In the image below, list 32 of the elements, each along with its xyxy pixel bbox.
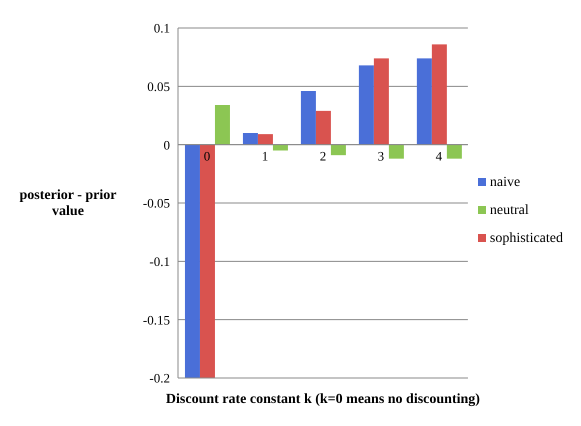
bar bbox=[416, 58, 432, 145]
bar bbox=[214, 105, 230, 145]
bar bbox=[272, 144, 288, 150]
legend-label: neutral bbox=[490, 202, 529, 218]
x-tick-label: 0 bbox=[204, 148, 210, 164]
bar bbox=[300, 91, 316, 145]
bar bbox=[388, 144, 404, 159]
y-tick-label: -0.15 bbox=[142, 312, 170, 328]
y-tick-label: 0.1 bbox=[154, 20, 170, 36]
bar bbox=[184, 144, 200, 378]
bar bbox=[316, 110, 331, 145]
x-tick-label: 2 bbox=[320, 148, 326, 164]
y-tick-label: 0 bbox=[164, 137, 170, 152]
y-tick-label: 0.05 bbox=[147, 78, 170, 94]
y-tick-label: -0.2 bbox=[149, 370, 170, 386]
x-tick-label: 3 bbox=[378, 148, 384, 164]
legend-label: sophisticated bbox=[490, 230, 563, 246]
y-tick-label: -0.05 bbox=[142, 196, 170, 211]
x-tick-label: 1 bbox=[262, 148, 268, 164]
x-tick-label: 4 bbox=[436, 148, 443, 164]
bar bbox=[358, 65, 374, 145]
bar bbox=[446, 144, 462, 159]
bar bbox=[330, 144, 346, 156]
bar bbox=[200, 144, 215, 378]
bar bbox=[258, 134, 273, 145]
legend-label: naive bbox=[490, 174, 520, 190]
y-tick-label: -0.1 bbox=[149, 254, 170, 269]
x-axis-title: Discount rate constant k (k=0 means no discounting) bbox=[166, 392, 480, 407]
bar bbox=[242, 133, 258, 145]
bar bbox=[374, 58, 389, 145]
bar bbox=[432, 44, 447, 145]
y-axis-title: posterior - prior value bbox=[20, 188, 116, 219]
